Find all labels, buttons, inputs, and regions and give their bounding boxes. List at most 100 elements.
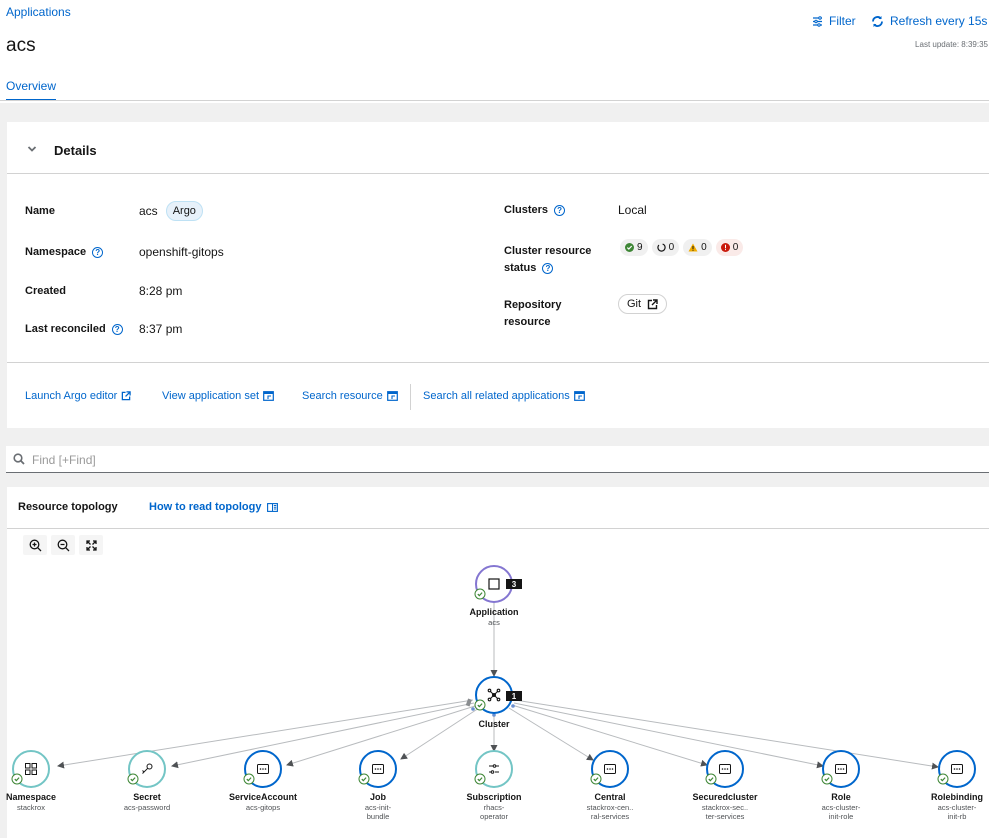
application-count: 3 <box>512 580 517 589</box>
cluster-icon <box>487 688 501 702</box>
resource-nodes <box>11 750 976 788</box>
check-circle-icon <box>821 773 833 785</box>
check-circle-icon <box>243 773 255 785</box>
edge-namespace <box>57 699 474 769</box>
actions-separator <box>410 384 411 410</box>
resource-node-sublabel: stackrox-cen.. ral-services <box>586 803 634 821</box>
resource-node-rolebinding[interactable] <box>937 750 976 788</box>
resource-node-sublabel: stackrox-sec.. ter-services <box>701 803 749 821</box>
more-icon <box>604 764 616 774</box>
resource-node-sublabel: rhacs-operator <box>480 803 508 821</box>
name-label: Name <box>25 205 55 217</box>
topology-graph: 3 1 <box>11 565 976 788</box>
progressing-count[interactable]: 0 <box>651 239 680 256</box>
help-icon[interactable]: ? <box>92 246 104 258</box>
created-label: Created <box>25 285 66 297</box>
filter-button[interactable]: Filter <box>812 14 856 28</box>
key-icon <box>142 763 153 774</box>
refresh-button[interactable]: Refresh every 15s <box>871 14 987 28</box>
help-icon[interactable]: ? <box>111 323 123 335</box>
topology-edges <box>57 603 939 770</box>
check-circle-icon <box>474 773 486 785</box>
cluster-count: 1 <box>512 692 517 701</box>
more-icon <box>257 764 269 774</box>
fit-to-screen-button[interactable] <box>79 535 103 555</box>
resource-node-securedcluster[interactable] <box>705 750 744 788</box>
failed-count[interactable]: 0 <box>715 239 744 256</box>
namespace-icon <box>25 763 37 775</box>
edge-secret <box>171 702 475 769</box>
resource-node-sublabel: acs-init-bundle <box>364 803 392 821</box>
resource-node-label: Job <box>369 792 386 802</box>
zoom-in-button[interactable] <box>23 535 47 555</box>
search-all-related-applications-link[interactable]: Search all related applications <box>423 390 585 402</box>
chevron-down-icon[interactable] <box>27 145 37 153</box>
find-input[interactable]: Find [+Find] <box>6 446 989 473</box>
resource-node-label: Subscription <box>466 792 522 802</box>
created-value: 8:28 pm <box>139 284 183 298</box>
open-in-window-icon <box>263 391 274 401</box>
namespace-value: openshift-gitops <box>139 245 224 259</box>
details-header[interactable]: Details <box>7 122 989 174</box>
check-circle-icon <box>11 773 23 785</box>
last-reconciled-value: 8:37 pm <box>139 322 183 336</box>
git-link[interactable]: Git <box>618 294 668 314</box>
application-node-label: Application <box>469 607 519 617</box>
resource-node-label: Rolebinding <box>931 792 983 802</box>
warning-count[interactable]: 0 <box>683 239 712 256</box>
last-update-text: Last update: 8:39:35 <box>915 40 988 49</box>
how-to-read-topology-link[interactable]: How to read topology <box>149 501 279 513</box>
resource-node-sublabel: acs-cluster-init-role <box>821 803 861 821</box>
application-icon <box>488 578 500 590</box>
external-link-icon <box>647 298 658 309</box>
resource-node-namespace[interactable] <box>11 750 50 788</box>
check-circle-icon <box>705 773 717 785</box>
cluster-selection-handles <box>465 698 515 717</box>
zoom-out-button[interactable] <box>51 535 75 555</box>
launch-argo-editor-link[interactable]: Launch Argo editor <box>25 390 132 402</box>
filter-icon <box>813 15 822 27</box>
resource-node-label: ServiceAccount <box>228 792 298 802</box>
resource-node-label: Namespace <box>5 792 57 802</box>
check-circle-icon <box>937 773 949 785</box>
edge-role <box>513 702 824 769</box>
clusters-value: Local <box>618 203 647 217</box>
error-icon <box>720 243 730 252</box>
details-title: Details <box>54 143 97 158</box>
resource-node-label: Securedcluster <box>692 792 758 802</box>
open-in-window-icon <box>573 391 585 401</box>
tab-overview[interactable]: Overview <box>6 79 57 101</box>
cluster-node[interactable]: 1 <box>474 676 522 714</box>
in-progress-icon <box>656 243 666 252</box>
edge-securedcluster <box>511 704 708 767</box>
status-counts: 9 0 0 0 <box>620 239 747 256</box>
resource-node-sublabel: acs-cluster-init-rb <box>937 803 977 821</box>
help-icon[interactable]: ? <box>542 262 554 274</box>
cluster-count-badge <box>506 691 522 701</box>
edge-central <box>508 707 594 761</box>
check-circle-icon <box>625 243 634 252</box>
search-resource-link[interactable]: Search resource <box>302 390 398 402</box>
search-icon <box>13 453 25 465</box>
breadcrumb-applications[interactable]: Applications <box>6 5 71 19</box>
external-link-icon <box>122 391 132 401</box>
healthy-count[interactable]: 9 <box>620 239 648 256</box>
git-label: Git <box>627 298 642 310</box>
resource-node-role[interactable] <box>821 750 860 788</box>
edge-job <box>400 707 480 760</box>
help-icon[interactable]: ? <box>554 204 566 216</box>
resource-node-secret[interactable] <box>127 750 166 788</box>
zoom-in-icon <box>29 539 41 551</box>
application-count-badge <box>506 579 522 589</box>
resource-node-job[interactable] <box>358 750 397 788</box>
tab-divider <box>0 100 989 101</box>
open-in-window-icon <box>386 391 398 401</box>
topology-title: Resource topology <box>18 501 118 513</box>
view-application-set-link[interactable]: View application set <box>162 390 274 402</box>
resource-node-serviceaccount[interactable] <box>243 750 282 788</box>
resource-node-central[interactable] <box>590 750 629 788</box>
resource-node-subscription[interactable] <box>474 750 513 788</box>
resource-node-label: Central <box>594 792 626 802</box>
edge-serviceaccount <box>286 705 476 767</box>
application-node[interactable]: 3 <box>474 565 522 603</box>
